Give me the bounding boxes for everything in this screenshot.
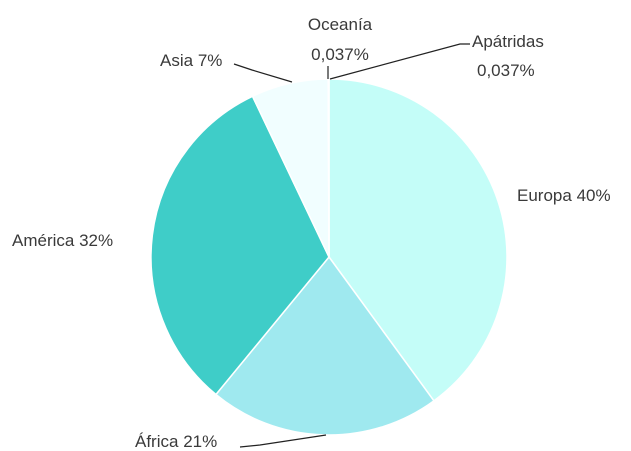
category-label: Oceanía bbox=[308, 15, 373, 34]
slice-label: Europa 40% bbox=[517, 186, 611, 205]
value-label: 0,037% bbox=[311, 45, 369, 64]
leader-line bbox=[233, 63, 293, 83]
category-label: Europa bbox=[517, 186, 572, 205]
value-label: 7% bbox=[198, 51, 223, 70]
pie-slice bbox=[150, 95, 330, 396]
slices bbox=[150, 78, 508, 436]
value-label: 32% bbox=[79, 231, 113, 250]
slice-label: Asia 7% bbox=[160, 51, 222, 70]
category-label: África bbox=[135, 432, 179, 451]
value-label: 0,037% bbox=[477, 61, 535, 80]
category-label: América bbox=[12, 231, 75, 250]
pie-slice bbox=[328, 78, 508, 402]
slice-label: América 32% bbox=[12, 231, 113, 250]
value-label: 21% bbox=[183, 432, 217, 451]
leader-line bbox=[329, 43, 470, 80]
slice-label: África 21% bbox=[135, 432, 217, 451]
value-label: 40% bbox=[577, 186, 611, 205]
leader-line bbox=[239, 434, 327, 448]
category-label: Asia bbox=[160, 51, 194, 70]
category-label: Apátridas bbox=[472, 32, 544, 51]
